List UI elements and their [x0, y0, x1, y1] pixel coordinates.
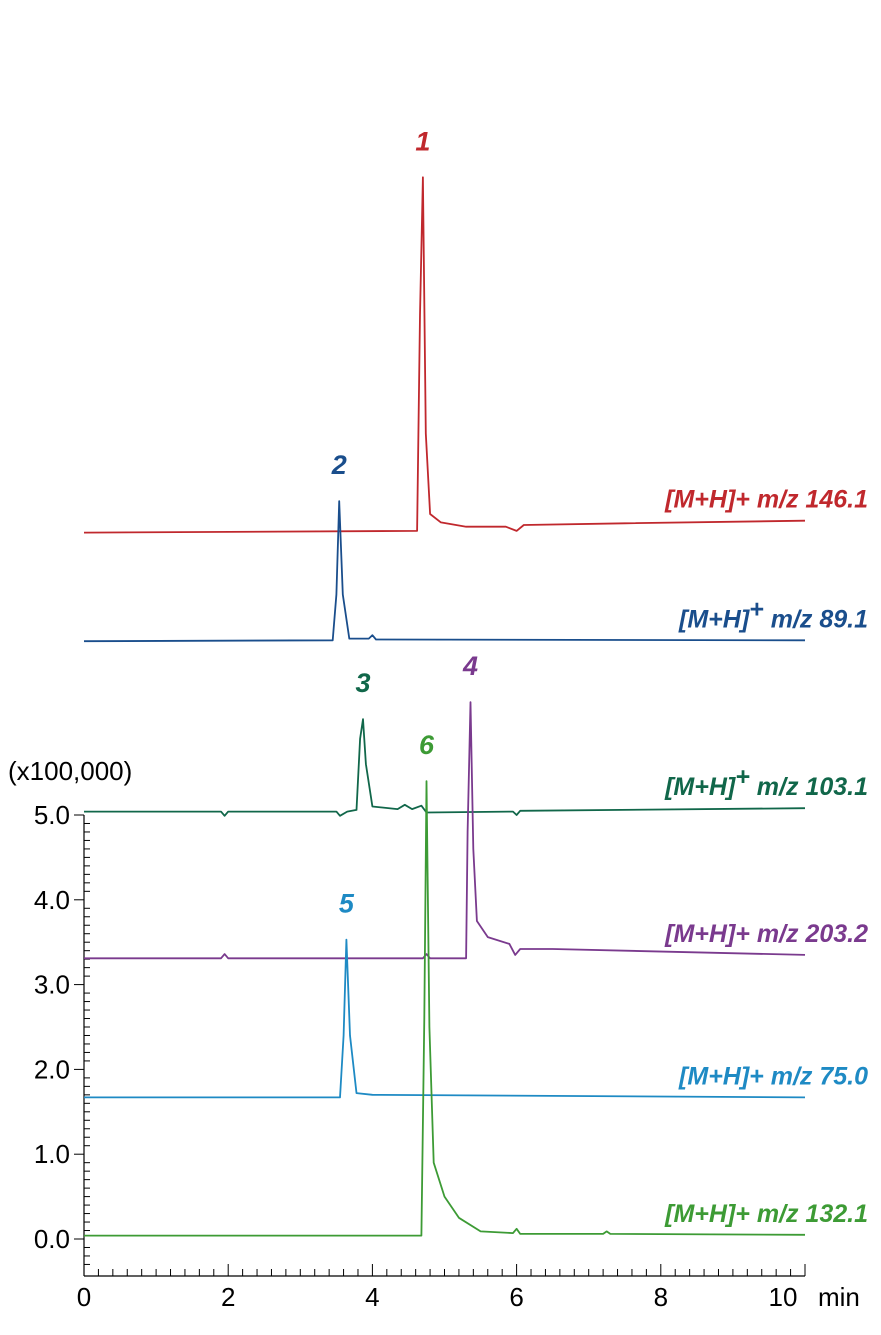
- y-axis-unit-label: (x100,000): [8, 756, 132, 786]
- trace-line: [84, 780, 806, 1237]
- x-tick-label: 0: [77, 1282, 91, 1312]
- y-tick-label: 2.0: [34, 1054, 70, 1084]
- traces: [83, 176, 806, 1237]
- x-tick-label: 2: [221, 1282, 235, 1312]
- trace-name-label: [M+H]+ m/z 89.1: [678, 595, 868, 633]
- trace-line: [84, 938, 806, 1099]
- trace-line: [83, 500, 806, 643]
- x-axis-unit-label: min: [818, 1282, 860, 1312]
- y-tick-label: 0.0: [34, 1224, 70, 1254]
- x-tick-label: 10: [769, 1282, 798, 1312]
- trace-name-label: [M+H]+ m/z 103.1: [664, 763, 868, 801]
- peak-number-label: 5: [339, 889, 355, 919]
- peak-number-label: 1: [415, 126, 430, 156]
- x-tick-label: 4: [365, 1282, 379, 1312]
- y-tick-label: 5.0: [34, 800, 70, 830]
- trace-name-label: [M+H]+ m/z 146.1: [664, 486, 868, 514]
- x-tick-label: 8: [654, 1282, 668, 1312]
- x-tick-label: 6: [509, 1282, 523, 1312]
- trace-name-label: [M+H]+ m/z 132.1: [664, 1200, 868, 1228]
- peak-number-label: 3: [356, 668, 371, 698]
- y-tick-label: 4.0: [34, 885, 70, 915]
- labels: 1 [M+H]+ m/z 146.1 2 [M+H]+ m/z 89.1 3 [M+H]+…: [331, 126, 868, 1227]
- trace-name-label: [M+H]+ m/z 203.2: [664, 920, 868, 948]
- trace-line: [84, 701, 806, 960]
- peak-number-label: 6: [419, 730, 435, 760]
- peak-number-label: 4: [462, 651, 478, 681]
- y-tick-label: 3.0: [34, 970, 70, 1000]
- y-tick-label: 1.0: [34, 1139, 70, 1169]
- trace-line: [83, 176, 806, 534]
- axes: 0.0 1.0 2.0 3.0 4.0 5.0 0 2 4 6 8 10: [34, 800, 806, 1312]
- trace-name-label: [M+H]+ m/z 75.0: [678, 1062, 868, 1090]
- peak-number-label: 2: [331, 450, 347, 480]
- trace-line: [84, 718, 806, 817]
